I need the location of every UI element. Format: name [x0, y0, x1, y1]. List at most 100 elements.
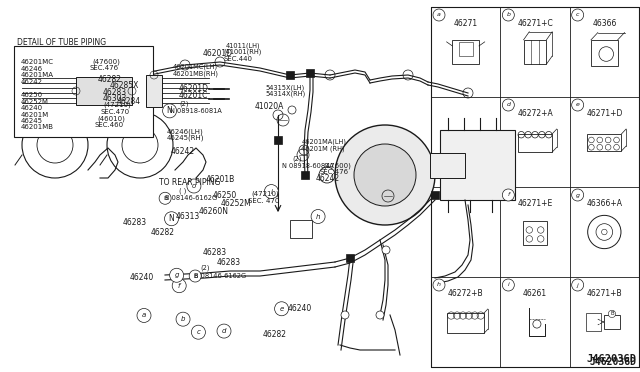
Circle shape — [354, 144, 416, 206]
Circle shape — [159, 192, 171, 204]
Text: 46240: 46240 — [129, 273, 154, 282]
Circle shape — [572, 9, 584, 21]
Text: i: i — [270, 189, 273, 195]
Circle shape — [163, 104, 177, 118]
Text: SEC.470: SEC.470 — [100, 109, 130, 115]
Text: 46282: 46282 — [151, 228, 175, 237]
Circle shape — [172, 279, 186, 293]
Text: B: B — [610, 311, 614, 317]
Text: (47600): (47600) — [323, 162, 351, 169]
Circle shape — [572, 189, 584, 201]
Text: 46313: 46313 — [176, 212, 200, 221]
Text: 46250: 46250 — [21, 92, 44, 98]
Bar — [586, 313, 600, 331]
Bar — [301, 171, 309, 179]
Text: 46250: 46250 — [213, 191, 237, 200]
Circle shape — [191, 325, 205, 339]
Bar — [286, 71, 294, 79]
Text: (47600): (47600) — [92, 58, 120, 65]
Bar — [274, 136, 282, 144]
Bar — [524, 40, 547, 64]
Text: a: a — [142, 312, 146, 318]
Text: 46283: 46283 — [123, 218, 147, 227]
Circle shape — [264, 185, 278, 199]
Text: TO REAR PIPING: TO REAR PIPING — [159, 178, 220, 187]
Text: 46242: 46242 — [316, 174, 340, 183]
Text: o: o — [192, 183, 196, 189]
Text: J462036D: J462036D — [586, 354, 636, 364]
Text: 46201MB: 46201MB — [21, 124, 54, 130]
Text: e: e — [576, 103, 580, 108]
Text: 46366+A: 46366+A — [586, 199, 622, 208]
Text: (41001(RH): (41001(RH) — [223, 49, 262, 55]
Text: 46242: 46242 — [21, 79, 43, 85]
Text: (47210): (47210) — [252, 191, 279, 198]
Bar — [591, 40, 618, 66]
Text: 46201C: 46201C — [179, 91, 208, 100]
Circle shape — [335, 125, 435, 225]
Text: 46252M: 46252M — [21, 99, 49, 105]
Bar — [604, 315, 620, 329]
Text: 46201D: 46201D — [202, 49, 232, 58]
Text: 46260N: 46260N — [198, 207, 228, 216]
Text: e: e — [280, 306, 284, 312]
Circle shape — [382, 246, 390, 254]
Bar — [518, 134, 552, 152]
Bar — [452, 40, 479, 64]
Text: 46201MC: 46201MC — [21, 59, 54, 65]
Circle shape — [433, 279, 445, 291]
Circle shape — [376, 311, 384, 319]
Bar — [431, 7, 639, 367]
Text: (46010): (46010) — [97, 115, 125, 122]
Text: B 08146-6162G: B 08146-6162G — [165, 195, 217, 201]
Text: N: N — [167, 106, 172, 115]
Text: 46246: 46246 — [21, 66, 44, 72]
Text: 46366: 46366 — [592, 19, 616, 28]
Text: 46271: 46271 — [454, 19, 477, 28]
Text: B: B — [163, 196, 167, 201]
Text: 46201MC(LH): 46201MC(LH) — [173, 64, 218, 70]
Text: SEC.476: SEC.476 — [320, 169, 349, 175]
Text: J462036D: J462036D — [589, 357, 636, 367]
Circle shape — [187, 179, 201, 193]
Text: d: d — [221, 328, 227, 334]
Circle shape — [275, 302, 289, 316]
Text: 46201M (RH): 46201M (RH) — [301, 145, 345, 152]
Circle shape — [189, 270, 201, 282]
Text: (2): (2) — [179, 100, 189, 107]
Text: 46283: 46283 — [102, 88, 127, 97]
Circle shape — [341, 311, 349, 319]
Text: 46282: 46282 — [97, 75, 122, 84]
Text: 46201D: 46201D — [179, 84, 209, 93]
Text: c: c — [196, 329, 200, 335]
Text: 46201MA: 46201MA — [21, 72, 54, 78]
Text: 46272+A: 46272+A — [517, 109, 553, 118]
Text: 46252M: 46252M — [221, 199, 252, 208]
Circle shape — [137, 308, 151, 323]
Circle shape — [502, 189, 515, 201]
Text: f: f — [178, 283, 180, 289]
Text: SEC.440: SEC.440 — [223, 56, 252, 62]
Text: 41011(LH): 41011(LH) — [225, 42, 260, 49]
Text: a: a — [437, 13, 441, 17]
Text: 46283: 46283 — [202, 248, 227, 257]
Text: ( ): ( ) — [179, 187, 187, 194]
Circle shape — [170, 268, 184, 282]
Circle shape — [288, 106, 296, 114]
Text: 46282: 46282 — [263, 330, 287, 339]
Bar — [430, 153, 465, 178]
Bar — [290, 220, 312, 238]
Bar — [146, 75, 162, 107]
Text: 46201MA(LH): 46201MA(LH) — [301, 139, 346, 145]
Text: 46201M: 46201M — [21, 112, 49, 118]
Text: 46303: 46303 — [102, 94, 127, 103]
Circle shape — [572, 99, 584, 111]
Text: B 08146-6162G: B 08146-6162G — [194, 273, 246, 279]
Text: 41020A: 41020A — [255, 102, 284, 110]
Bar — [587, 134, 621, 151]
Text: (2): (2) — [200, 264, 210, 271]
Text: SEC.476: SEC.476 — [90, 65, 119, 71]
Text: 46284: 46284 — [117, 97, 141, 106]
Text: N 08918-6081A: N 08918-6081A — [170, 108, 221, 114]
Bar — [76, 77, 132, 105]
